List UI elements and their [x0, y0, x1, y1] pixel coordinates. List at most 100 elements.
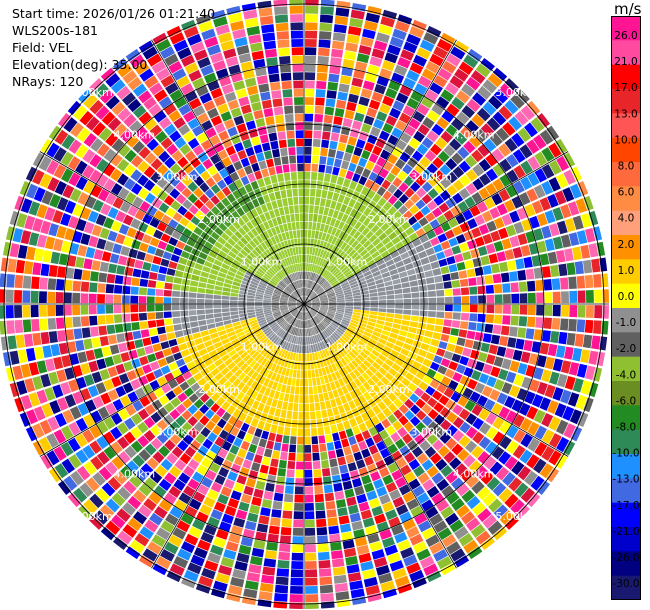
- range-gate: [223, 118, 235, 130]
- range-gate: [254, 329, 263, 336]
- range-gate: [241, 384, 250, 394]
- range-gate: [184, 446, 197, 458]
- colorbar-segment: [611, 283, 641, 309]
- range-gate: [404, 199, 415, 210]
- range-gate: [117, 486, 132, 501]
- range-gate: [263, 490, 274, 501]
- range-gate: [304, 502, 315, 511]
- range-gate: [250, 417, 259, 428]
- range-gate: [340, 357, 348, 366]
- range-gate: [467, 218, 478, 230]
- range-gate: [502, 121, 516, 137]
- range-gate: [267, 361, 274, 370]
- range-gate: [205, 177, 216, 188]
- range-gate: [329, 254, 336, 263]
- range-gate: [452, 372, 463, 383]
- range-gate: [213, 501, 226, 513]
- range-gate: [362, 28, 376, 40]
- range-gate: [161, 214, 172, 225]
- range-gate: [251, 547, 265, 558]
- range-gate: [474, 382, 486, 394]
- range-gate: [268, 432, 276, 442]
- range-gate: [184, 150, 197, 162]
- range-gate: [394, 531, 408, 544]
- range-gate: [478, 304, 486, 313]
- range-gate: [465, 413, 478, 425]
- range-gate: [328, 234, 334, 244]
- range-gate: [180, 349, 191, 358]
- range-gate: [171, 304, 180, 311]
- range-gate: [343, 446, 352, 456]
- range-gate: [210, 9, 226, 20]
- range-gate: [110, 514, 126, 529]
- range-gate: [288, 304, 296, 307]
- range-gate: [293, 361, 298, 370]
- range-gate: [89, 516, 104, 530]
- range-gate: [321, 341, 327, 349]
- range-gate: [62, 184, 75, 199]
- range-gate: [351, 77, 364, 88]
- range-gate: [319, 332, 325, 341]
- range-gate: [319, 443, 327, 452]
- range-gate: [446, 53, 461, 67]
- range-gate: [482, 265, 492, 275]
- range-gate: [360, 560, 374, 572]
- range-gate: [509, 210, 521, 223]
- range-gate: [115, 363, 126, 375]
- range-gate: [192, 452, 204, 464]
- range-gate: [212, 172, 223, 183]
- range-gate: [280, 72, 292, 82]
- range-gate: [301, 254, 304, 263]
- range-gate: [379, 429, 390, 440]
- range-gate: [189, 315, 198, 322]
- range-gate: [501, 238, 512, 250]
- range-gate: [121, 502, 137, 516]
- range-gate: [307, 289, 311, 297]
- range-gate: [428, 297, 437, 304]
- range-gate: [526, 188, 539, 202]
- range-gate: [156, 376, 168, 387]
- range-gate: [280, 306, 288, 309]
- range-gate: [271, 306, 280, 309]
- range-gate: [345, 299, 354, 302]
- range-gate: [192, 471, 204, 483]
- range-gate: [411, 376, 422, 387]
- range-gate: [259, 281, 267, 287]
- range-gate: [163, 492, 177, 505]
- range-gate: [203, 260, 213, 268]
- range-gate: [149, 361, 160, 371]
- range-gate: [551, 278, 561, 290]
- range-gate: [341, 335, 349, 343]
- range-gate: [240, 493, 252, 504]
- range-gate: [68, 454, 82, 469]
- range-gate: [16, 212, 28, 228]
- range-gate: [122, 524, 138, 538]
- range-gate: [279, 535, 291, 544]
- range-gate: [311, 163, 319, 172]
- range-gate: [486, 294, 495, 304]
- range-gate: [309, 196, 315, 205]
- range-gate: [281, 232, 287, 241]
- range-gate: [390, 273, 400, 281]
- range-gate: [146, 304, 155, 312]
- range-gate: [435, 348, 446, 357]
- range-gate: [438, 202, 450, 214]
- range-gate: [376, 440, 387, 452]
- range-gate: [259, 134, 269, 144]
- range-gate: [63, 117, 78, 133]
- range-gate: [151, 534, 167, 548]
- colorbar-segment: [611, 381, 641, 406]
- range-gate: [309, 353, 313, 362]
- range-gate: [446, 184, 458, 197]
- range-gate: [304, 552, 317, 561]
- range-gate: [354, 357, 363, 366]
- range-gate: [32, 169, 45, 185]
- range-gate: [95, 382, 107, 395]
- range-gate: [286, 248, 291, 257]
- range-gate: [217, 418, 227, 429]
- range-gate: [130, 413, 143, 425]
- range-gate: [214, 285, 223, 291]
- range-gate: [236, 552, 250, 563]
- range-gate: [242, 260, 251, 268]
- range-gate: [214, 161, 225, 172]
